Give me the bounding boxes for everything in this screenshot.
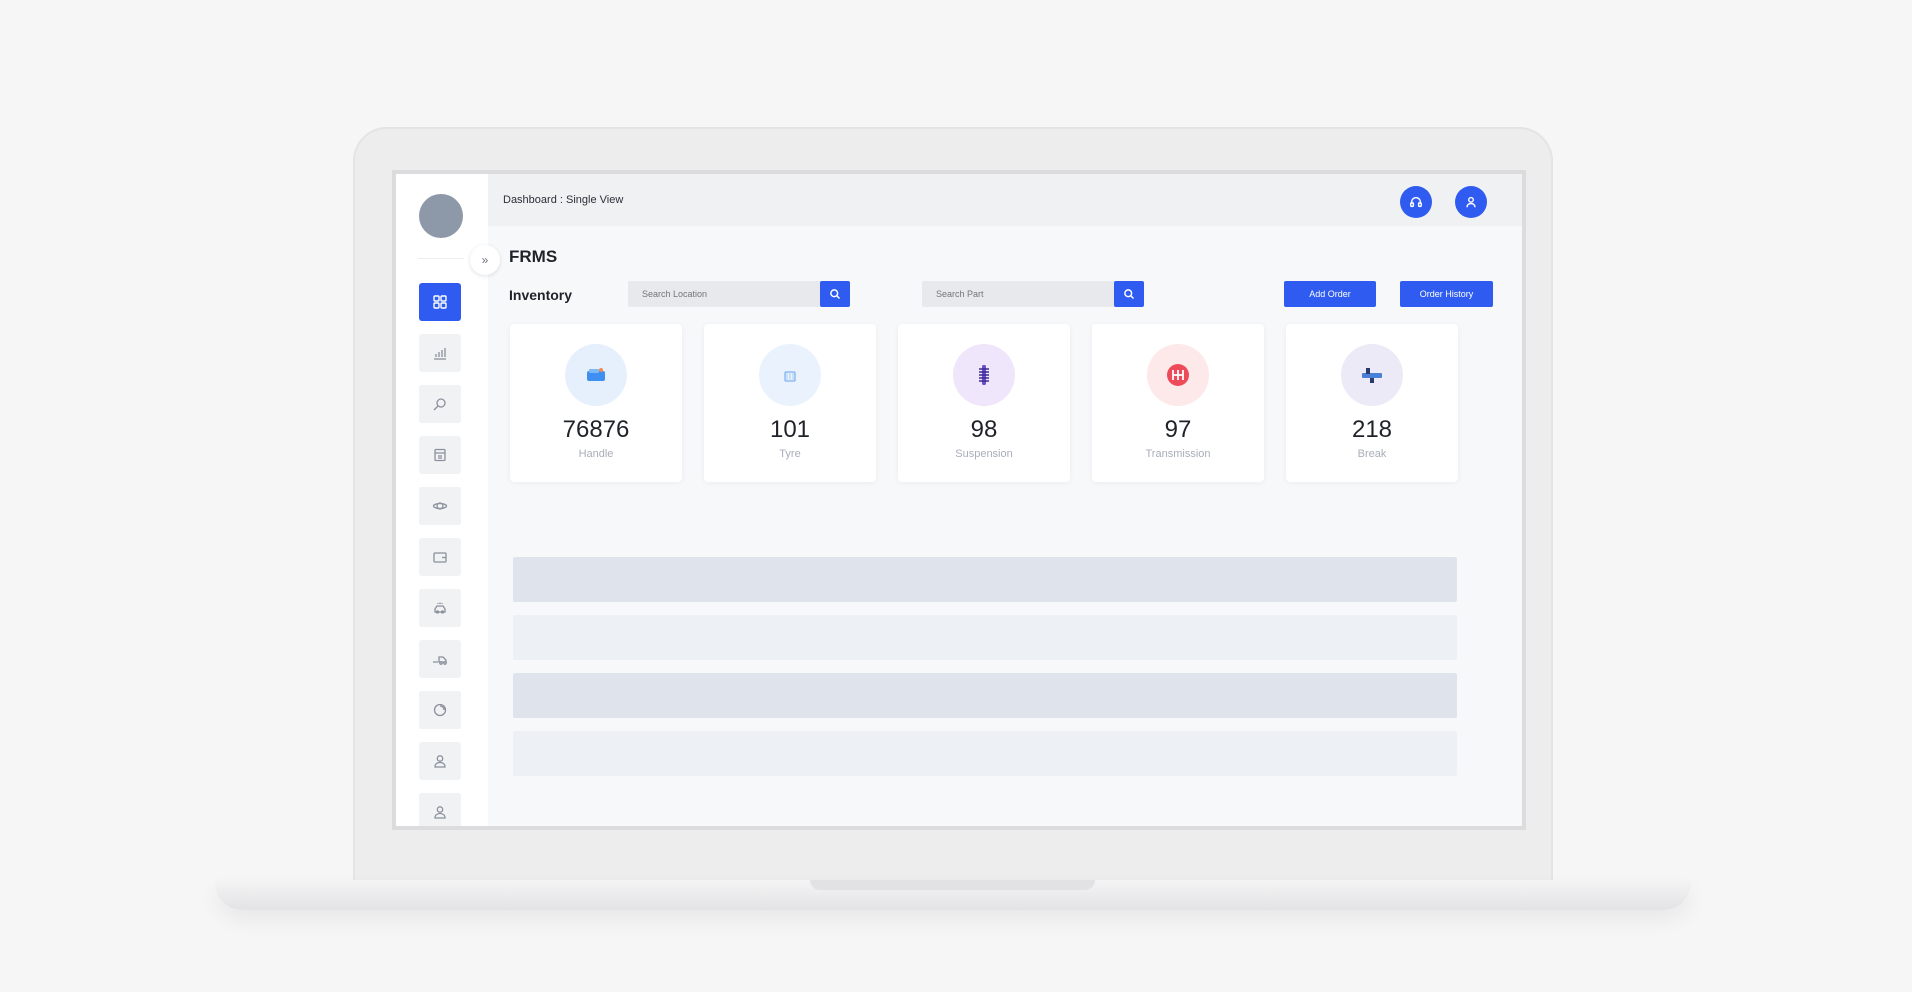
stat-value: 101 [769,416,811,443]
search-part [922,281,1144,307]
tyre-icon [784,371,796,382]
stat-value: 97 [1164,416,1192,443]
support-icon [433,703,447,717]
stat-card-tyre[interactable]: 101 Tyre [704,324,876,482]
search-part-button[interactable] [1114,281,1144,307]
user-icon [434,755,446,768]
brake-icon [1362,368,1382,383]
page-title: FRMS [509,247,558,266]
search-parts-icon [433,398,446,411]
user-profile-icon [434,806,446,819]
sidebar-item-wallet[interactable] [419,538,461,576]
search-icon [830,289,841,300]
laptop-notch [810,880,1095,890]
sidebar-divider [418,258,464,259]
stat-label: Tyre [779,448,801,460]
double-chevron-right-icon: » [481,253,489,267]
sidebar [396,174,488,826]
order-history-button[interactable]: Order History [1400,281,1493,307]
table-row[interactable] [513,557,1457,602]
table-row[interactable] [513,731,1457,776]
sidebar-item-dashboard[interactable] [419,283,461,321]
orbit-icon [432,502,448,510]
laptop-screen: » Dashboard : Single View FRMS Inventory [392,170,1526,830]
stat-card-transmission[interactable]: 97 Transmission [1092,324,1264,482]
topbar: Dashboard : Single View [488,174,1522,226]
breadcrumb: Dashboard : Single View [503,194,624,206]
inventory-title: Inventory [509,287,573,303]
bar-chart-icon [434,348,446,360]
sidebar-nav [419,283,461,826]
search-part-input[interactable] [922,281,1114,307]
stat-label: Break [1357,448,1387,460]
stat-value: 98 [970,416,998,443]
sidebar-item-search-parts[interactable] [419,385,461,423]
sidebar-item-orbit[interactable] [419,487,461,525]
user-icon [1466,196,1476,208]
headset-icon [1410,196,1422,208]
sidebar-item-profile[interactable] [419,793,461,826]
add-order-button[interactable]: Add Order [1284,281,1376,307]
stat-value: 76876 [562,416,630,443]
transmission-icon [1167,364,1189,386]
stat-icon-wrap [1147,344,1209,406]
stat-label: Suspension [955,448,1013,460]
sidebar-item-users[interactable] [419,742,461,780]
sidebar-collapse-toggle[interactable]: » [470,245,500,275]
stat-card-break[interactable]: 218 Break [1286,324,1458,482]
car-wash-icon [434,602,446,614]
user-menu-button[interactable] [1455,186,1487,218]
handle-icon [587,368,605,381]
stat-card-suspension[interactable]: 98 Suspension [898,324,1070,482]
table-row[interactable] [513,615,1457,660]
table-row[interactable] [513,673,1457,718]
inventory-table [513,557,1457,789]
sidebar-item-car-wash[interactable] [419,589,461,627]
avatar[interactable] [419,194,463,238]
dashboard-grid-icon [433,295,447,309]
sidebar-item-calendar[interactable] [419,436,461,474]
search-icon [1124,289,1135,300]
suspension-icon [979,365,989,385]
truck-icon [433,656,447,665]
stat-icon-wrap [953,344,1015,406]
stat-value: 218 [1351,416,1393,443]
stat-icon-wrap [759,344,821,406]
search-location [628,281,850,307]
inventory-stats: 76876 Handle 101 Tyre 98 Suspension [510,324,1458,482]
stat-icon-wrap [1341,344,1403,406]
stat-label: Transmission [1145,448,1211,460]
search-location-input[interactable] [628,281,820,307]
search-location-button[interactable] [820,281,850,307]
calendar-icon [434,448,446,462]
notifications-button[interactable] [1400,186,1432,218]
sidebar-item-support[interactable] [419,691,461,729]
stat-label: Handle [578,448,614,460]
stat-card-handle[interactable]: 76876 Handle [510,324,682,482]
stat-icon-wrap [565,344,627,406]
sidebar-item-analytics[interactable] [419,334,461,372]
wallet-icon [433,552,447,563]
sidebar-item-fleet[interactable] [419,640,461,678]
